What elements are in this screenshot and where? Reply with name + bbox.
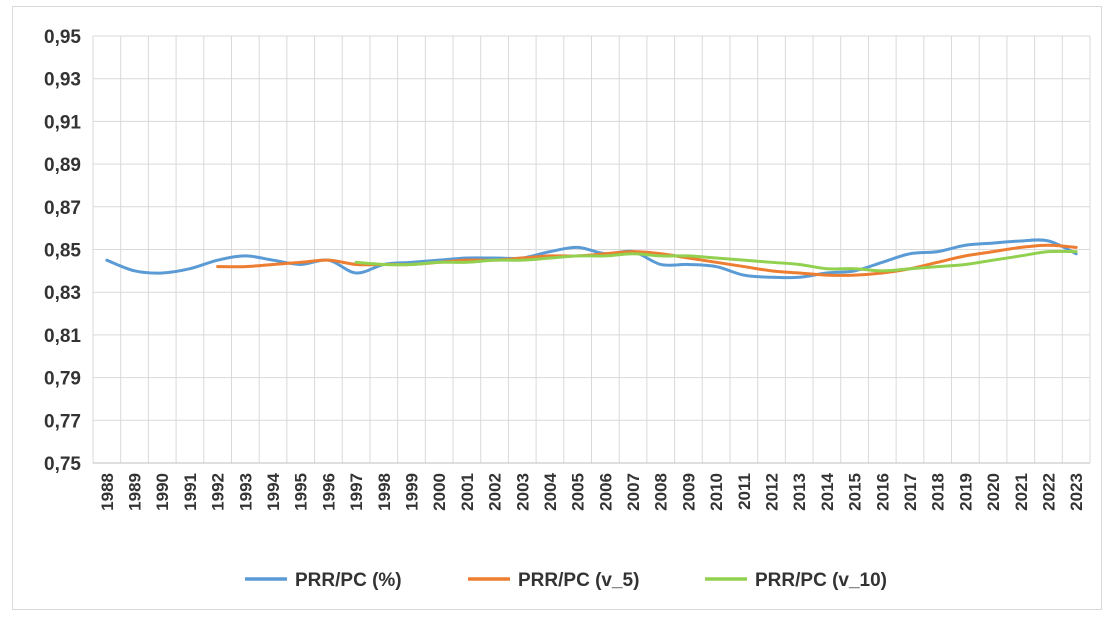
x-tick-label: 1996	[319, 473, 338, 511]
y-tick-label: 0,95	[44, 27, 81, 48]
x-tick-label: 1998	[375, 473, 394, 511]
x-tick-label: 2022	[1039, 473, 1058, 511]
x-tick-label: 1992	[209, 473, 228, 511]
y-tick-label: 0,75	[44, 454, 81, 475]
x-tick-label: 2021	[1012, 473, 1031, 511]
x-tick-label: 1994	[264, 472, 283, 510]
x-tick-label: 1988	[98, 473, 117, 511]
legend-label: PRR/PC (%)	[295, 570, 402, 591]
x-tick-label: 2008	[652, 473, 671, 511]
y-tick-label: 0,87	[44, 198, 81, 219]
x-tick-label: 2015	[846, 473, 865, 511]
x-tick-label: 2014	[818, 472, 837, 510]
legend-label: PRR/PC (v_5)	[518, 570, 639, 591]
y-tick-label: 0,91	[44, 112, 81, 133]
series-line-3	[354, 249, 1078, 273]
x-tick-label: 2006	[596, 473, 615, 511]
legend: PRR/PC (%) PRR/PC (v_5) PRR/PC (v_10)	[245, 570, 887, 591]
series-line-2	[216, 243, 1078, 277]
x-tick-label: 2013	[790, 473, 809, 511]
x-tick-label: 1997	[347, 473, 366, 511]
y-tick-label: 0,81	[44, 326, 81, 347]
series-layer	[105, 238, 1078, 280]
y-tick-label: 0,85	[44, 241, 81, 262]
y-tick-label: 0,89	[44, 155, 81, 176]
series-line-1	[105, 238, 1078, 280]
x-tick-label: 2011	[735, 473, 754, 510]
x-tick-label: 2010	[707, 473, 726, 511]
x-tick-label: 2018	[929, 473, 948, 511]
x-tick-label: 1991	[181, 473, 200, 511]
y-tick-label: 0,77	[44, 411, 81, 432]
grid-layer	[92, 35, 1091, 463]
y-tick-label: 0,79	[44, 369, 81, 390]
x-tick-label: 2003	[513, 473, 532, 511]
x-tick-label: 2023	[1067, 473, 1086, 511]
chart-frame: 0,75 0,77 0,79 0,81 0,83 0,85 0,87 0,89 0,91 0,93…	[12, 6, 1102, 610]
legend-label: PRR/PC (v_10)	[755, 570, 887, 591]
x-tick-label: 1990	[153, 473, 172, 511]
x-tick-label: 2004	[541, 472, 560, 510]
x-tick-label: 2002	[486, 473, 505, 511]
x-tick-label: 2016	[873, 473, 892, 511]
axis-layer: 0,75 0,77 0,79 0,81 0,83 0,85 0,87 0,89 0,91 0,93…	[44, 27, 1090, 511]
x-tick-label: 2019	[956, 473, 975, 511]
line-chart: 0,75 0,77 0,79 0,81 0,83 0,85 0,87 0,89 0,91 0,93…	[44, 27, 1091, 591]
x-tick-label: 1999	[402, 473, 421, 511]
x-tick-label: 2020	[984, 473, 1003, 511]
x-tick-label: 2000	[430, 473, 449, 511]
x-tick-label: 2017	[901, 473, 920, 511]
x-tick-label: 1993	[236, 473, 255, 511]
x-tick-label: 2005	[569, 473, 588, 511]
x-tick-label: 2007	[624, 473, 643, 511]
y-tick-label: 0,83	[44, 283, 81, 304]
x-tick-label: 2012	[763, 473, 782, 511]
y-tick-label: 0,93	[44, 70, 81, 91]
x-tick-label: 2001	[458, 473, 477, 511]
x-tick-label: 1995	[292, 473, 311, 511]
x-tick-label: 1989	[126, 473, 145, 511]
x-tick-label: 2009	[679, 473, 698, 511]
